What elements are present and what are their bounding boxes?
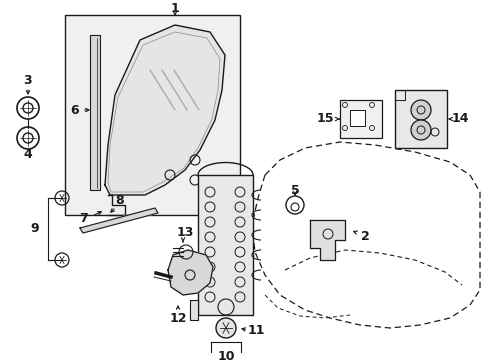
Text: 15: 15: [316, 112, 333, 126]
Text: 9: 9: [31, 222, 39, 235]
Text: 12: 12: [169, 311, 186, 324]
Polygon shape: [80, 208, 158, 233]
Bar: [394, 90, 446, 148]
Text: 14: 14: [450, 112, 468, 126]
Text: 13: 13: [176, 225, 193, 238]
Text: 6: 6: [71, 104, 79, 117]
Polygon shape: [168, 250, 213, 295]
Text: 2: 2: [360, 230, 368, 243]
Polygon shape: [309, 220, 345, 260]
Text: 3: 3: [23, 73, 32, 86]
Text: 5: 5: [290, 184, 299, 197]
Text: 4: 4: [23, 148, 32, 162]
Polygon shape: [105, 25, 224, 195]
Circle shape: [410, 120, 430, 140]
Text: 11: 11: [247, 324, 264, 337]
Circle shape: [410, 100, 430, 120]
Text: 10: 10: [217, 350, 234, 360]
Bar: [198, 175, 252, 315]
Bar: [90, 35, 100, 190]
Bar: [190, 300, 198, 320]
Text: 1: 1: [170, 1, 179, 14]
Bar: [339, 100, 381, 138]
Text: 7: 7: [79, 211, 87, 225]
Bar: [349, 110, 364, 126]
Bar: [65, 15, 240, 215]
Circle shape: [216, 318, 236, 338]
Text: 8: 8: [116, 194, 124, 207]
